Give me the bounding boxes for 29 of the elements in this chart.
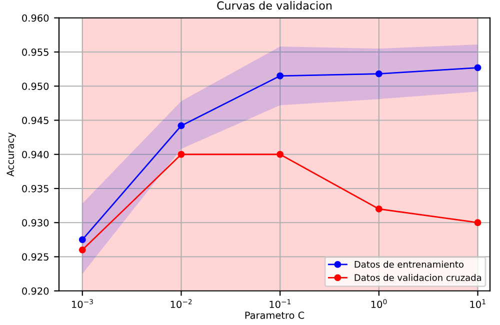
y-tick-label: 0.930 (22, 219, 49, 226)
point (78, 246, 86, 254)
point (276, 72, 284, 80)
x-tick-label: 10$^{1}$ (470, 299, 486, 308)
y-tick-label: 0.960 (22, 14, 49, 22)
x-tick-label: 10$^{−3}$ (72, 299, 93, 308)
legend-label: Datos de entrenamiento (354, 260, 464, 268)
point (474, 64, 482, 72)
point (375, 70, 382, 78)
x-axis-title: Parametro C (245, 312, 304, 319)
y-axis-title: Accuracy (6, 132, 16, 176)
y-tick-label: 0.925 (22, 253, 48, 261)
x-tick-label: 10$^{−1}$ (270, 299, 291, 308)
point (276, 150, 284, 158)
y-tick-label: 0.955 (22, 48, 48, 56)
x-tick-label: 10$^{0}$ (371, 299, 387, 308)
y-tick-label: 0.920 (22, 287, 49, 295)
point (178, 122, 185, 130)
y-tick-label: 0.950 (22, 82, 49, 90)
point (375, 206, 382, 212)
point (78, 236, 86, 244)
point (474, 219, 482, 226)
y-tick-label: 0.940 (22, 150, 49, 158)
x-tick-label: 10$^{−2}$ (170, 299, 192, 308)
y-tick-label: 0.945 (22, 116, 48, 124)
legend-label: Datos de validacion cruzada (354, 274, 482, 281)
point (178, 150, 185, 158)
chart-title: Curvas de validacion (217, 1, 332, 10)
y-tick-label: 0.935 (22, 184, 48, 192)
